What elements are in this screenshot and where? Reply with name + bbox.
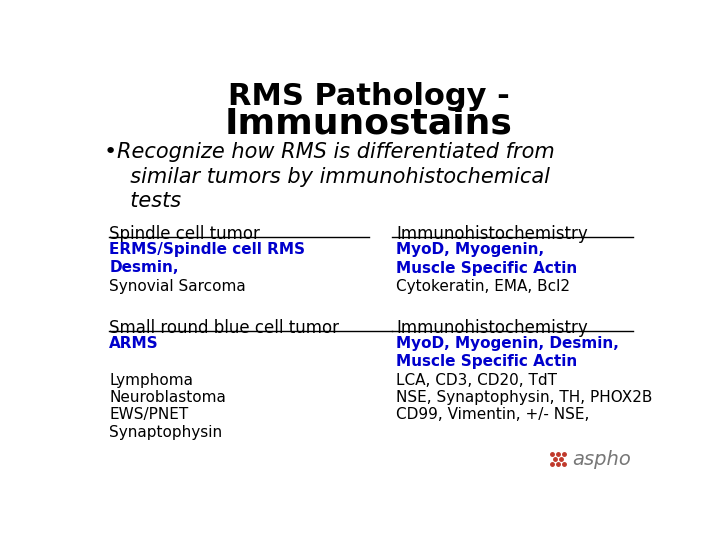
Text: Immunohistochemistry: Immunohistochemistry [396, 225, 588, 243]
Text: Immunohistochemistry: Immunohistochemistry [396, 319, 588, 337]
Text: Synovial Sarcoma: Synovial Sarcoma [109, 279, 246, 294]
Text: EWS/PNET
Synaptophysin: EWS/PNET Synaptophysin [109, 407, 222, 440]
Text: MyoD, Myogenin,: MyoD, Myogenin, [396, 242, 544, 257]
Text: aspho: aspho [572, 449, 631, 469]
Text: Spindle cell tumor: Spindle cell tumor [109, 225, 260, 243]
Text: MyoD, Myogenin, Desmin,
Muscle Specific Actin: MyoD, Myogenin, Desmin, Muscle Specific … [396, 336, 619, 369]
Text: Lymphoma: Lymphoma [109, 373, 194, 388]
Text: Small round blue cell tumor: Small round blue cell tumor [109, 319, 339, 337]
Text: Recognize how RMS is differentiated from
  similar tumors by immunohistochemical: Recognize how RMS is differentiated from… [117, 142, 555, 211]
Text: •: • [104, 142, 117, 162]
Text: Neuroblastoma: Neuroblastoma [109, 390, 226, 405]
Text: Muscle Specific Actin: Muscle Specific Actin [396, 261, 577, 276]
Text: ARMS: ARMS [109, 336, 159, 351]
Text: NSE, Synaptophysin, TH, PHOX2B: NSE, Synaptophysin, TH, PHOX2B [396, 390, 652, 405]
Text: RMS Pathology -: RMS Pathology - [228, 82, 510, 111]
Text: ERMS/Spindle cell RMS
Desmin,: ERMS/Spindle cell RMS Desmin, [109, 242, 305, 275]
Text: Cytokeratin, EMA, Bcl2: Cytokeratin, EMA, Bcl2 [396, 279, 570, 294]
Text: Immunostains: Immunostains [225, 106, 513, 140]
Text: CD99, Vimentin, +/- NSE,: CD99, Vimentin, +/- NSE, [396, 407, 590, 422]
Text: LCA, CD3, CD20, TdT: LCA, CD3, CD20, TdT [396, 373, 557, 388]
